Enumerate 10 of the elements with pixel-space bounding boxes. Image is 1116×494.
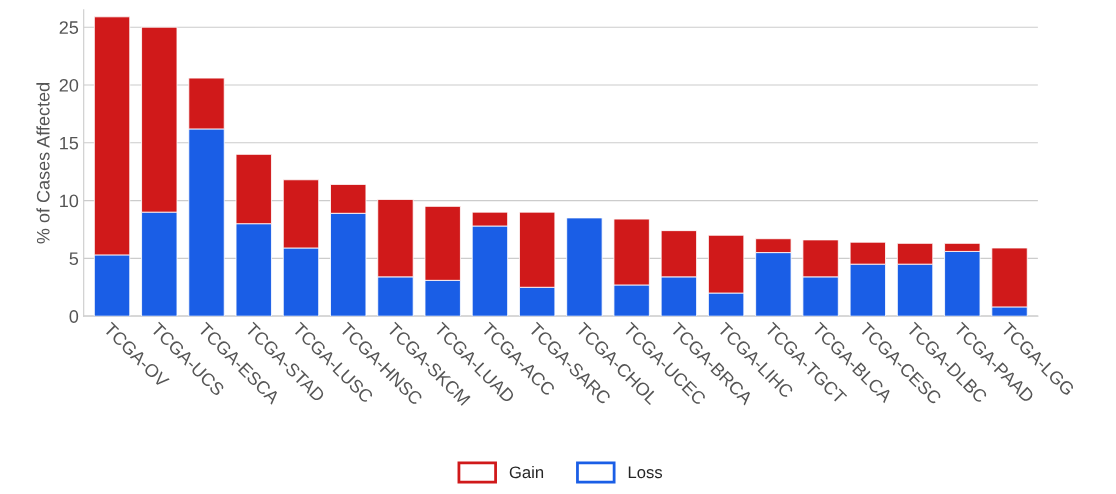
y-tick-label: 5 [69, 252, 79, 266]
legend-label: Gain [509, 465, 544, 479]
y-tick-label: 15 [60, 136, 79, 150]
y-tick-label: 0 [69, 310, 79, 323]
legend-label: Loss [628, 466, 663, 479]
bar [566, 217, 603, 317]
y-tick-label: 10 [60, 194, 79, 208]
y-tick-label: 25 [59, 21, 79, 34]
y-axis-title: % of Cases Affected [36, 83, 50, 244]
y-tick-label: 20 [59, 78, 79, 92]
